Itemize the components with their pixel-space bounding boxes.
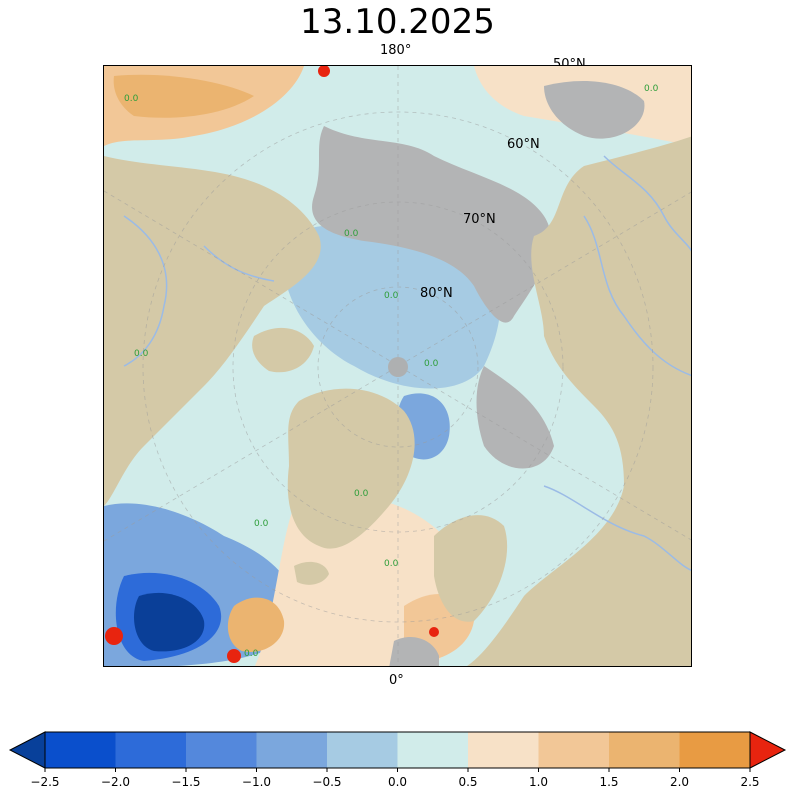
colorbar-bin — [45, 732, 116, 768]
colorbar-bin — [256, 732, 327, 768]
masked-ocean-siberian — [312, 126, 551, 323]
colorbar-tick-label: 2.0 — [670, 775, 689, 789]
warm-extreme-1 — [105, 627, 123, 645]
colorbar-bin — [186, 732, 257, 768]
sea-surface-anomaly-map: 0.0 0.0 0.0 0.0 0.0 0.0 0.0 0.0 0.0 0.0 … — [103, 65, 692, 667]
land-scandinavia — [434, 515, 508, 622]
colorbar-bin — [609, 732, 680, 768]
map-title: 13.10.2025 — [300, 2, 495, 42]
svg-text:0.0: 0.0 — [384, 291, 399, 301]
colorbar-tick-label: 0.5 — [458, 775, 477, 789]
cold-anomaly-atlantic-deep — [134, 592, 205, 652]
svg-text:0.0: 0.0 — [424, 359, 439, 369]
warm-extreme-2 — [227, 649, 241, 663]
warm-extreme-3 — [318, 66, 330, 77]
svg-text:0.0: 0.0 — [344, 229, 359, 239]
masked-ocean-baltic — [389, 637, 439, 666]
arctic-cold-zone — [282, 223, 501, 389]
svg-text:0.0: 0.0 — [124, 94, 139, 104]
colorbar-tick-label: 2.5 — [740, 775, 759, 789]
colorbar-bin — [115, 732, 186, 768]
svg-text:0.0: 0.0 — [644, 84, 659, 94]
colorbar-bin — [538, 732, 609, 768]
warm-extreme-4 — [429, 627, 439, 637]
colorbar-bin — [679, 732, 750, 768]
svg-text:0.0: 0.0 — [354, 489, 369, 499]
land-canadian-archipelago — [252, 327, 314, 373]
colorbar-tick-label: −2.5 — [30, 775, 59, 789]
pole-marker — [388, 357, 408, 377]
rivers — [123, 155, 691, 571]
graticule — [104, 66, 691, 666]
warm-anomaly-nordic-strong — [227, 597, 285, 652]
lat-label-70: 70°N — [463, 212, 496, 227]
colorbar-bin — [327, 732, 398, 768]
colorbar-ticks: −2.5 −2.0 −1.5 −1.0 −0.5 0.0 0.5 1.0 1.5 2.0 2.5 — [30, 768, 760, 789]
lon-label-top: 180° — [380, 43, 412, 58]
land-greenland — [287, 388, 415, 549]
lat-label-60: 60°N — [507, 137, 540, 152]
colorbar-tick-label: −1.5 — [171, 775, 200, 789]
colorbar-over-triangle — [749, 731, 787, 769]
colorbar-tick-label: −2.0 — [101, 775, 130, 789]
colorbar-tick-label: −0.5 — [312, 775, 341, 789]
lat-label-80: 80°N — [420, 286, 453, 301]
colorbar-tick-label: −1.0 — [242, 775, 271, 789]
land-north-america — [104, 156, 321, 506]
colorbar-bin — [468, 732, 539, 768]
colorbar-under-triangle — [8, 731, 46, 769]
contour-labels: 0.0 0.0 0.0 0.0 0.0 0.0 0.0 0.0 0.0 0.0 — [124, 84, 659, 659]
colorbar-tick-label: 0.0 — [388, 775, 407, 789]
svg-text:0.0: 0.0 — [134, 349, 149, 359]
masked-ocean-east — [544, 81, 645, 139]
map-svg: 0.0 0.0 0.0 0.0 0.0 0.0 0.0 0.0 0.0 0.0 — [104, 66, 691, 666]
svg-text:0.0: 0.0 — [244, 649, 259, 659]
colorbar-tick-label: 1.5 — [599, 775, 618, 789]
colorbar: −2.5 −2.0 −1.5 −1.0 −0.5 0.0 0.5 1.0 1.5 2.0 2.5 — [8, 731, 787, 789]
lon-label-bottom: 0° — [389, 673, 404, 688]
colorbar-bin — [397, 732, 468, 768]
warm-anomaly-pacific-strong — [113, 74, 254, 118]
land-iceland — [294, 561, 329, 585]
colorbar-bins — [45, 732, 750, 768]
colorbar-tick-label: 1.0 — [529, 775, 548, 789]
svg-text:0.0: 0.0 — [384, 559, 399, 569]
svg-text:0.0: 0.0 — [254, 519, 269, 529]
masked-ocean-kara — [476, 366, 554, 469]
